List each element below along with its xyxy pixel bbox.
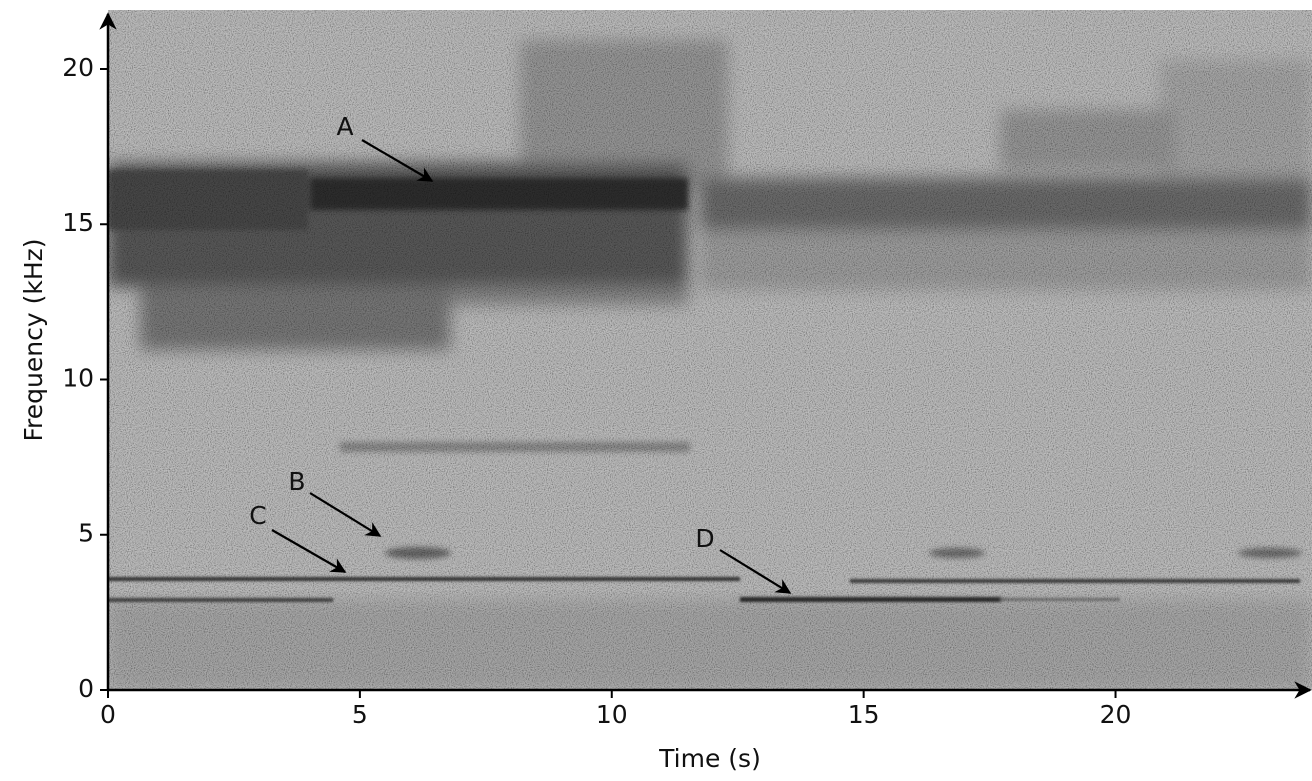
annotation-label: C [249,501,266,530]
x-tick-label: 15 [848,700,880,729]
y-tick-label: 15 [62,208,94,237]
y-axis-title: Frequency (kHz) [19,238,48,441]
x-tick-label: 10 [596,700,628,729]
y-tick-label: 10 [62,363,94,392]
x-tick-label: 20 [1100,700,1132,729]
annotation-label: A [336,112,353,141]
x-tick-label: 0 [100,700,116,729]
x-tick-label: 5 [352,700,368,729]
spectrogram-image [108,10,1312,690]
annotation-arrow [271,529,347,573]
annotation-label: D [695,524,714,553]
y-tick-label: 0 [78,674,94,703]
y-tick-label: 5 [78,519,94,548]
annotation-arrow [361,139,434,182]
annotation-label: B [288,467,305,496]
annotation-arrow [719,549,792,594]
x-axis-title: Time (s) [658,744,761,773]
y-tick-label: 20 [62,53,94,82]
annotation-arrow [309,492,382,537]
